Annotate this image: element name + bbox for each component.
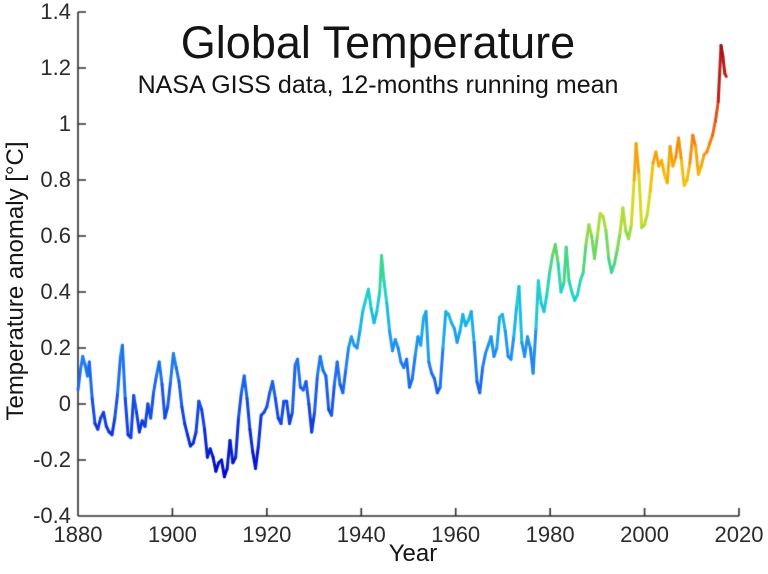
x-tick-label: 1980 (525, 522, 575, 547)
x-tick-label: 2000 (620, 522, 670, 547)
y-tick-label: 1 (58, 111, 71, 136)
y-tick-label: 1.4 (40, 0, 71, 24)
y-tick-label: 0.6 (40, 223, 71, 248)
x-tick-label: 1920 (242, 522, 292, 547)
y-tick-label: -0.2 (33, 447, 71, 472)
chart-title: Global Temperature (180, 17, 576, 68)
x-tick-label: 1940 (336, 522, 386, 547)
x-tick-label: 2020 (714, 522, 764, 547)
y-tick-label: 0 (58, 391, 71, 416)
y-tick-label: 0.4 (40, 279, 71, 304)
x-tick-label: 1960 (431, 522, 481, 547)
x-tick-label: 1880 (53, 522, 103, 547)
y-tick-label: 0.8 (40, 167, 71, 192)
y-tick-label: 1.2 (40, 55, 71, 80)
x-tick-label: 1900 (147, 522, 197, 547)
y-tick-label: 0.2 (40, 335, 71, 360)
chart-subtitle: NASA GISS data, 12-months running mean (137, 71, 619, 99)
y-tick-label: -0.4 (33, 503, 71, 528)
x-axis-label: Year (388, 540, 438, 567)
